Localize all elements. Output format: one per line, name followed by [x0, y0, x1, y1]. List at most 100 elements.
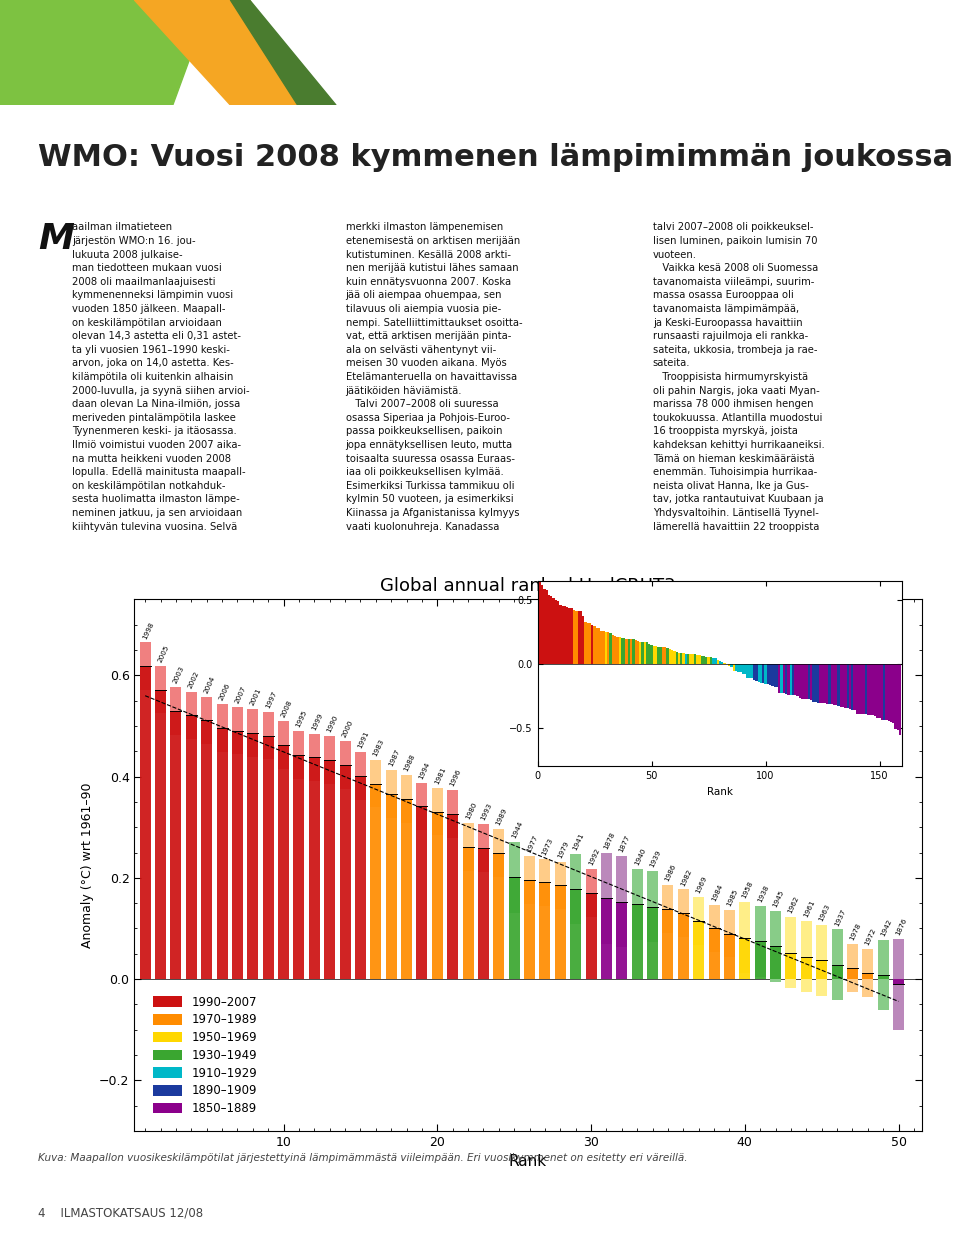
Bar: [782, 664, 785, 693]
Text: 1939: 1939: [649, 849, 661, 869]
Polygon shape: [0, 0, 211, 105]
Bar: [155, 690, 166, 979]
Bar: [263, 712, 274, 759]
Bar: [647, 871, 658, 942]
Bar: [580, 611, 582, 664]
Bar: [691, 654, 694, 664]
Bar: [155, 666, 166, 713]
Bar: [739, 938, 751, 979]
Bar: [751, 664, 753, 677]
Bar: [833, 664, 835, 705]
X-axis label: Rank: Rank: [509, 1154, 547, 1169]
Bar: [819, 664, 822, 703]
Bar: [591, 625, 593, 664]
Bar: [792, 664, 794, 695]
Bar: [816, 960, 828, 979]
Legend: 1990–2007, 1970–1989, 1950–1969, 1930–1949, 1910–1929, 1890–1909, 1850–1889: 1990–2007, 1970–1989, 1950–1969, 1930–19…: [148, 991, 262, 1120]
Bar: [870, 664, 872, 716]
Bar: [673, 651, 676, 664]
Bar: [401, 798, 412, 979]
Bar: [603, 632, 605, 664]
Bar: [769, 664, 771, 685]
Text: 1999: 1999: [310, 712, 324, 730]
Bar: [794, 664, 797, 696]
Bar: [689, 654, 691, 664]
Bar: [874, 664, 876, 716]
Bar: [883, 664, 885, 721]
Bar: [787, 664, 789, 695]
Bar: [593, 625, 596, 664]
Text: 1877: 1877: [618, 834, 631, 854]
Bar: [687, 654, 689, 664]
Bar: [417, 782, 427, 831]
Text: 2005: 2005: [156, 644, 170, 664]
Bar: [664, 648, 666, 664]
Text: 1997: 1997: [264, 690, 277, 709]
Bar: [601, 853, 612, 943]
Bar: [309, 758, 320, 979]
Bar: [807, 664, 810, 700]
Bar: [355, 776, 366, 979]
Bar: [669, 649, 671, 664]
Bar: [524, 880, 535, 979]
Bar: [340, 765, 350, 979]
Text: 2002: 2002: [187, 670, 201, 688]
Text: 2004: 2004: [203, 675, 216, 695]
Text: 2008: 2008: [279, 700, 293, 719]
Bar: [867, 664, 870, 716]
Text: 1980: 1980: [464, 801, 477, 821]
Bar: [646, 643, 648, 664]
Text: 1981: 1981: [433, 766, 446, 785]
Bar: [785, 953, 797, 979]
Bar: [712, 658, 714, 664]
Bar: [671, 650, 673, 664]
Bar: [847, 664, 849, 708]
Bar: [616, 901, 627, 979]
Bar: [760, 664, 762, 682]
Bar: [139, 666, 151, 979]
Bar: [632, 869, 642, 939]
Bar: [625, 639, 628, 664]
Bar: [756, 664, 757, 681]
Bar: [562, 606, 564, 664]
Bar: [596, 628, 598, 664]
Text: 1941: 1941: [572, 832, 585, 852]
Bar: [557, 601, 560, 664]
Bar: [734, 664, 737, 671]
Bar: [586, 869, 596, 917]
Bar: [552, 598, 555, 664]
Bar: [755, 906, 766, 976]
Bar: [816, 925, 828, 996]
Bar: [463, 823, 473, 871]
Bar: [849, 664, 852, 709]
Bar: [739, 902, 751, 973]
Bar: [585, 622, 587, 664]
Bar: [824, 664, 826, 703]
Bar: [810, 664, 812, 701]
Bar: [801, 921, 812, 993]
Bar: [570, 889, 581, 979]
Bar: [804, 664, 805, 698]
Bar: [847, 944, 858, 991]
Text: M: M: [38, 222, 75, 257]
Bar: [294, 730, 304, 779]
Bar: [721, 661, 724, 664]
Text: 1958: 1958: [741, 880, 755, 900]
Bar: [432, 787, 443, 836]
Bar: [749, 664, 751, 677]
Bar: [564, 606, 566, 664]
Bar: [698, 655, 701, 664]
Bar: [578, 611, 580, 664]
Text: 1984: 1984: [710, 883, 724, 902]
Bar: [550, 596, 552, 664]
Bar: [539, 575, 541, 664]
Bar: [847, 968, 858, 979]
Text: 1978: 1978: [849, 922, 862, 942]
Bar: [785, 917, 797, 989]
Bar: [185, 692, 197, 739]
Bar: [545, 591, 548, 664]
Bar: [601, 899, 612, 979]
Bar: [263, 735, 274, 979]
Text: 1973: 1973: [541, 837, 554, 857]
Bar: [779, 664, 780, 693]
